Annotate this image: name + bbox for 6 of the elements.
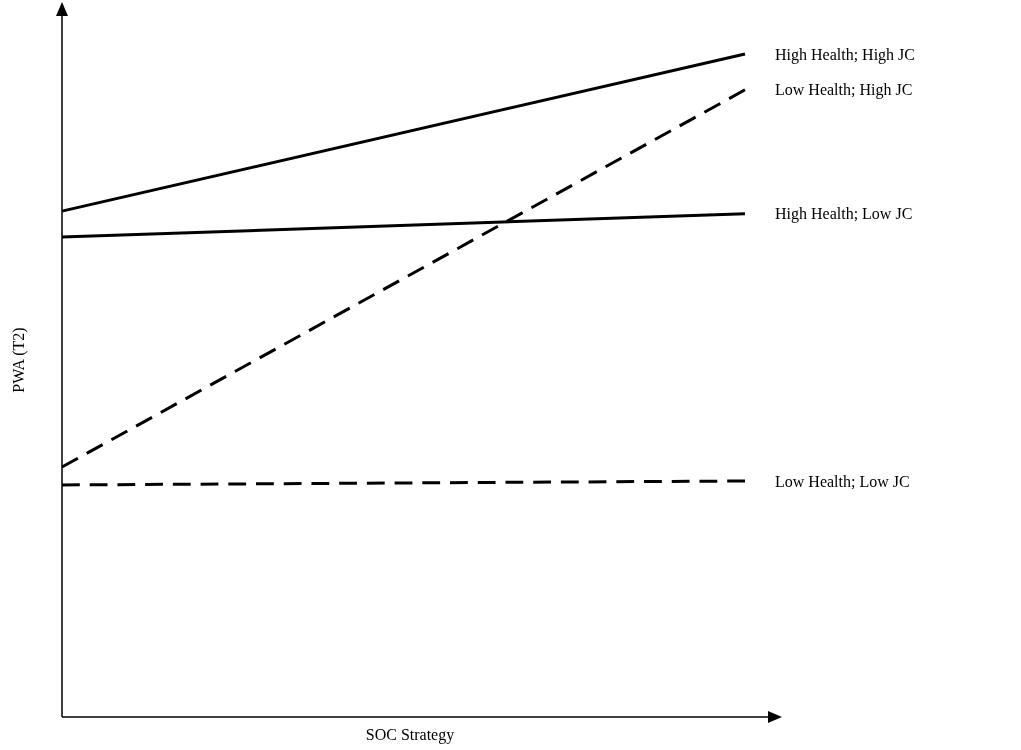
- series-label: High Health; Low JC: [775, 205, 913, 224]
- x-axis-title: SOC Strategy: [365, 726, 455, 744]
- series-label: High Health; High JC: [775, 45, 915, 64]
- y-axis-title: PWA (T2): [10, 327, 28, 393]
- series-label: Low Health; High JC: [775, 81, 913, 100]
- series-label: Low Health; Low JC: [775, 472, 910, 490]
